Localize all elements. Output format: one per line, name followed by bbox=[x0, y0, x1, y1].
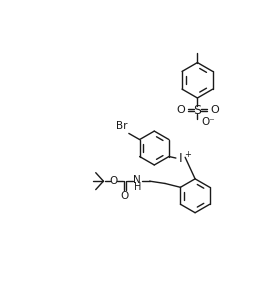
Text: Br: Br bbox=[116, 121, 127, 131]
Text: S: S bbox=[193, 104, 201, 117]
Text: H: H bbox=[134, 181, 141, 191]
Text: I: I bbox=[179, 152, 182, 164]
Text: N: N bbox=[133, 176, 141, 185]
Text: O⁻: O⁻ bbox=[201, 117, 215, 127]
Text: O: O bbox=[121, 191, 129, 201]
Text: O: O bbox=[210, 105, 219, 115]
Text: +: + bbox=[184, 151, 191, 160]
Text: O: O bbox=[176, 105, 185, 115]
Text: O: O bbox=[109, 176, 118, 186]
